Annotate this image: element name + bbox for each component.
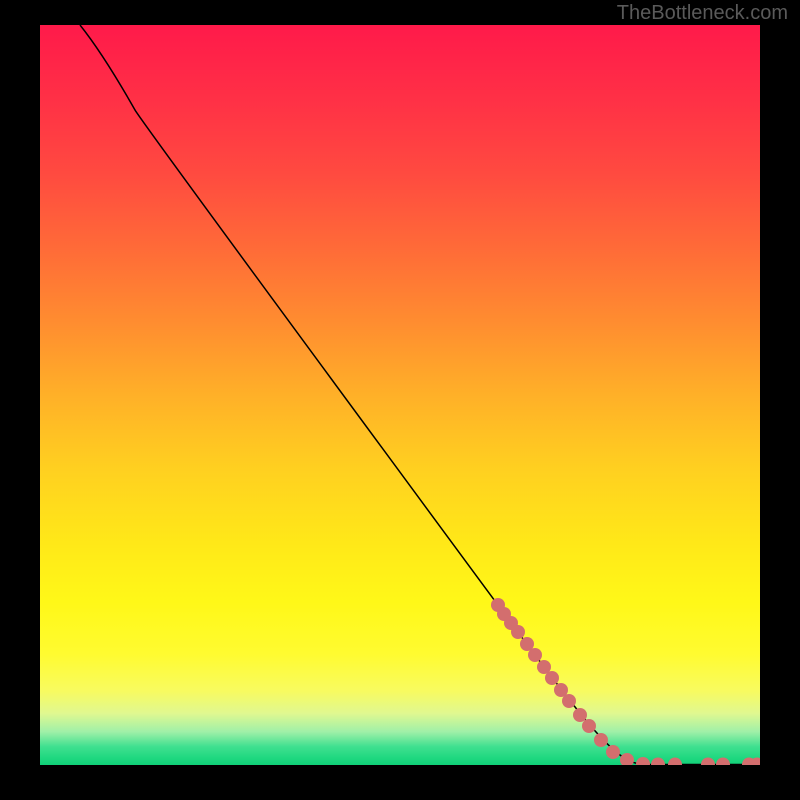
data-point xyxy=(562,694,576,708)
data-point xyxy=(573,708,587,722)
chart-plot-area xyxy=(40,25,760,765)
data-point xyxy=(545,671,559,685)
data-point xyxy=(528,648,542,662)
gradient-background xyxy=(40,25,760,765)
data-point xyxy=(511,625,525,639)
chart-svg xyxy=(40,25,760,765)
data-point xyxy=(606,745,620,759)
watermark-text: TheBottleneck.com xyxy=(617,2,788,25)
data-point xyxy=(582,719,596,733)
data-point xyxy=(594,733,608,747)
